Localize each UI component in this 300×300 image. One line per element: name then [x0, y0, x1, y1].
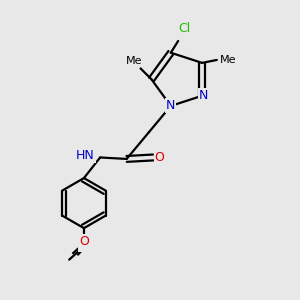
- Text: N: N: [199, 89, 208, 102]
- Text: N: N: [166, 99, 176, 112]
- Text: Me: Me: [220, 55, 237, 65]
- Text: O: O: [155, 151, 164, 164]
- Text: Cl: Cl: [178, 22, 190, 35]
- Text: Me: Me: [126, 56, 142, 66]
- Text: O: O: [79, 238, 89, 251]
- Text: HN: HN: [76, 148, 95, 162]
- Text: O: O: [79, 236, 89, 248]
